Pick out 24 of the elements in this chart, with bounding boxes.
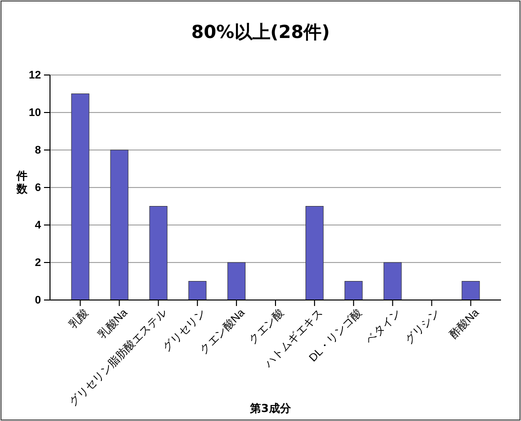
bar	[384, 262, 402, 300]
bar	[71, 94, 90, 300]
bar	[110, 150, 128, 300]
y-tick-label: 4	[34, 220, 42, 232]
y-tick-label: 6	[34, 182, 41, 194]
y-tick-label: 2	[34, 257, 41, 270]
bar	[462, 281, 480, 300]
x-tick-label: 乳酸Na	[95, 306, 131, 341]
y-tick-label: 0	[34, 294, 41, 307]
y-axis-title: 件数	[16, 170, 28, 196]
x-tick-label: 乳酸	[66, 306, 92, 332]
y-tick-label: 12	[28, 70, 41, 82]
bar	[306, 206, 324, 300]
x-tick-label: ベタイン	[364, 307, 404, 347]
bar	[227, 262, 246, 300]
y-tick-label: 8	[34, 144, 41, 157]
bar	[149, 206, 168, 300]
x-tick-label: 酢酸Na	[448, 306, 482, 341]
bar	[344, 281, 363, 300]
y-tick-label: 10	[28, 107, 41, 120]
x-axis-title: 第3成分	[249, 402, 292, 415]
bar	[188, 281, 206, 300]
x-tick-label: グリシン	[402, 307, 443, 347]
chart-title: 80%以上(28件)	[191, 22, 330, 43]
